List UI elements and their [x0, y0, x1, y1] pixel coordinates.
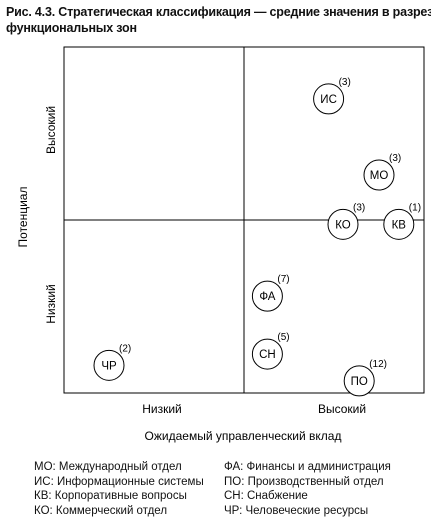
figure-title-line-1: Рис. 4.3. Стратегическая классификация —… [6, 5, 431, 19]
legend-item-chr: ЧР: Человеческие ресурсы [224, 504, 369, 517]
point-1-marker [363, 159, 395, 191]
y-tick-label-low: Низкий [44, 284, 58, 324]
point-4: ФА(7) [251, 274, 290, 312]
legend-item-mo: МО: Международный отдел [34, 461, 182, 473]
point-5-label: СН [259, 349, 276, 361]
figure-title-line-2: функциональных зон [6, 21, 137, 35]
figure-title: Рис. 4.3. Стратегическая классификация —… [6, 4, 431, 36]
point-3-count: (1) [409, 202, 421, 213]
y-tick-label-high: Высокий [44, 106, 58, 154]
legend-item-is: ИС: Информационные системы [34, 475, 204, 488]
point-2-label: КО [335, 219, 351, 231]
point-2-count: (3) [353, 202, 365, 213]
legend-item-sn: СН: Снабжение [224, 490, 308, 502]
point-1-label: МО [370, 170, 389, 182]
legend-item-po: ПО: Производственный отдел [224, 475, 384, 488]
point-5: СН(5) [251, 332, 290, 370]
y-axis-label: Потенциал [16, 187, 30, 248]
point-5-count: (5) [277, 332, 289, 343]
point-3-marker [383, 208, 415, 240]
point-0-label: ИС [320, 94, 337, 106]
point-6-count: (12) [369, 359, 387, 370]
point-0-marker [313, 83, 345, 115]
x-axis-label: Ожидаемый управленческий вклад [145, 429, 342, 443]
point-3-label: КВ [392, 219, 407, 231]
point-7: ЧР(2) [93, 343, 131, 381]
point-1: МО(3) [363, 153, 401, 191]
point-4-label: ФА [259, 291, 275, 303]
point-0-count: (3) [339, 77, 351, 88]
legend-item-fa: ФА: Финансы и администрация [224, 461, 391, 473]
point-7-count: (2) [119, 343, 131, 354]
legend-item-ko: КО: Коммерческий отдел [34, 504, 168, 517]
point-3: КВ(1) [383, 202, 421, 240]
point-1-count: (3) [389, 153, 401, 164]
x-tick-label-high: Высокий [318, 402, 366, 416]
point-0: ИС(3) [313, 77, 351, 115]
point-7-marker [93, 349, 125, 381]
point-2: КО(3) [327, 202, 365, 240]
legend-item-kv: КВ: Корпоративные вопросы [34, 490, 187, 502]
legend-left-column: МО: Международный отдел ИС: Информационн… [34, 460, 204, 518]
point-4-count: (7) [277, 274, 289, 285]
point-6-marker [343, 365, 375, 397]
x-tick-label-low: Низкий [142, 402, 182, 416]
legend-right-column: ФА: Финансы и администрация ПО: Производ… [224, 460, 391, 518]
point-6-label: ПО [351, 376, 368, 388]
point-7-label: ЧР [101, 360, 117, 372]
point-6: ПО(12) [343, 359, 387, 397]
point-4-marker [251, 280, 283, 312]
point-5-marker [251, 338, 283, 370]
data-points: ИС(3)МО(3)КО(3)КВ(1)ФА(7)СН(5)ПО(12)ЧР(2… [93, 77, 421, 397]
point-2-marker [327, 208, 359, 240]
